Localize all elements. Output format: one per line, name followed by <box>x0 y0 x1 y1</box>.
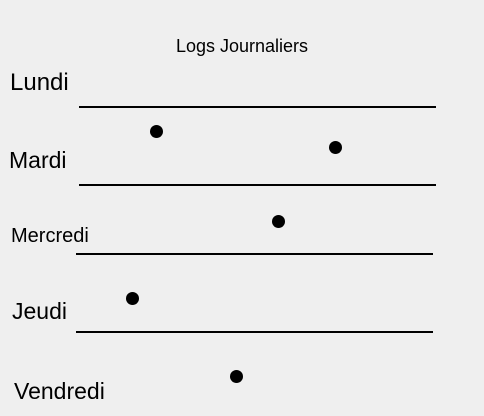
day-separator-line <box>76 331 433 333</box>
day-label-mercredi: Mercredi <box>11 225 89 247</box>
day-separator-line <box>76 253 433 255</box>
log-entry-dot[interactable] <box>272 215 285 228</box>
day-label-mardi: Mardi <box>9 147 67 173</box>
log-entry-dot[interactable] <box>150 125 163 138</box>
day-label-vendredi: Vendredi <box>14 378 105 404</box>
day-separator-line <box>79 106 436 108</box>
log-entry-dot[interactable] <box>329 141 342 154</box>
page-title: Logs Journaliers <box>175 36 309 56</box>
day-separator-line <box>79 184 436 186</box>
day-label-jeudi: Jeudi <box>12 298 67 324</box>
day-label-lundi: Lundi <box>10 69 69 96</box>
log-entry-dot[interactable] <box>230 370 243 383</box>
log-entry-dot[interactable] <box>126 292 139 305</box>
